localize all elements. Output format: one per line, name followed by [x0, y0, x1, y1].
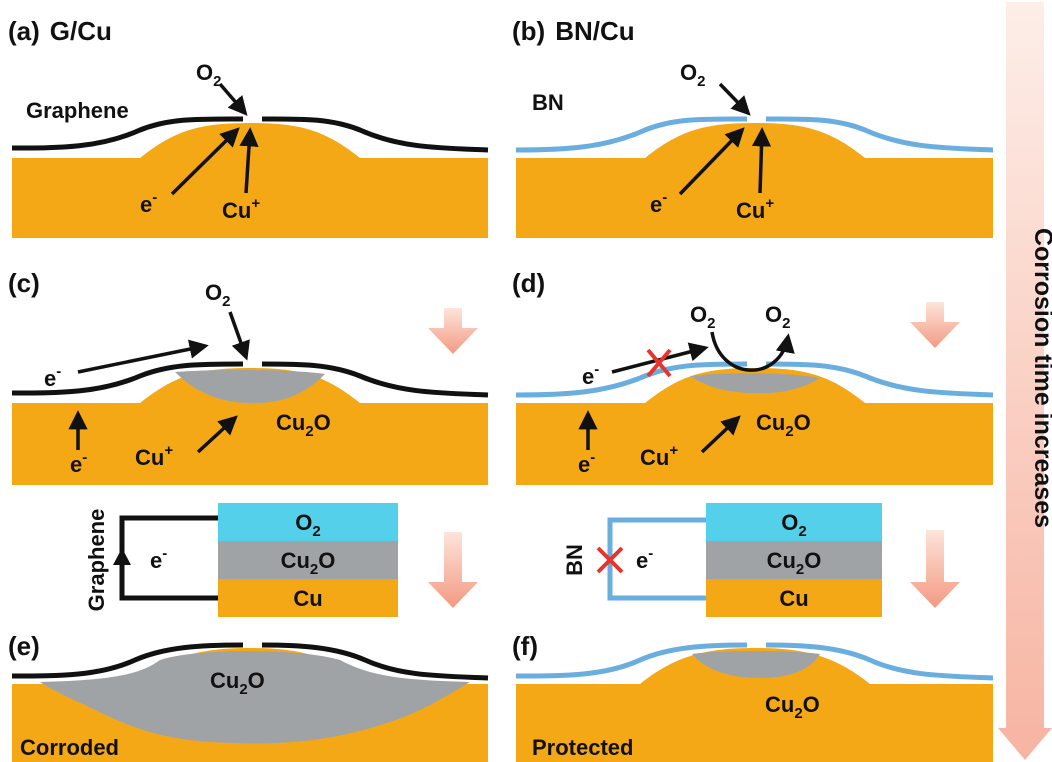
- svg-text:e-: e-: [650, 189, 667, 217]
- circuit-right: O2 Cu2O Cu BN e-: [562, 503, 960, 617]
- oxide-region: [690, 373, 820, 394]
- layer-o2: [706, 503, 882, 541]
- svg-text:O2: O2: [690, 302, 715, 332]
- panel-d-tag: (d): [512, 268, 545, 298]
- graphene-film-right: [261, 361, 489, 398]
- panel-b: (b) BN/Cu BN O2 e- Cu+: [512, 16, 994, 238]
- graphene-film-right: [261, 116, 489, 153]
- panel-c: (c) O2 e- e- Cu+ Cu2O: [8, 268, 489, 485]
- layer-cu: [218, 579, 398, 617]
- circuit-left: O2 Cu2O Cu Graphene e-: [84, 503, 478, 617]
- svg-text:e-: e-: [44, 363, 61, 391]
- status-label: Protected: [532, 735, 633, 760]
- panel-c-tag: (c): [8, 268, 40, 298]
- bn-film-left: [515, 642, 748, 679]
- wire-label: BN: [562, 544, 587, 576]
- svg-text:Cu2O: Cu2O: [765, 692, 820, 722]
- layer-cu: [706, 579, 882, 617]
- svg-text:e-: e-: [636, 545, 653, 573]
- o2-bounce-arrow: [710, 331, 795, 372]
- svg-text:e-: e-: [582, 361, 599, 389]
- copper-substrate: [12, 123, 488, 238]
- svg-text:(b)BN/Cu: (b) BN/Cu: [512, 16, 635, 46]
- layer-cu2o: [706, 541, 882, 579]
- svg-text:O2: O2: [205, 280, 230, 310]
- svg-text:e-: e-: [150, 545, 167, 573]
- bn-film-right: [765, 361, 994, 398]
- panel-d: (d) O2 O2 e- e- Cu+ Cu2O: [512, 268, 994, 485]
- svg-text:O2: O2: [765, 302, 790, 332]
- svg-text:O2: O2: [196, 60, 221, 90]
- copper-substrate: [516, 648, 993, 762]
- bn-label: BN: [532, 90, 564, 115]
- panel-b-title: BN/Cu: [555, 16, 634, 46]
- timeline-arrow: Corrosion time increases: [998, 2, 1052, 760]
- bn-film-right: [765, 642, 994, 681]
- time-step-arrow: [910, 530, 960, 608]
- panel-f: (f) Cu2O Protected: [512, 631, 994, 762]
- bn-film-right: [765, 116, 994, 153]
- svg-text:Cu2O: Cu2O: [210, 668, 265, 698]
- panel-e-tag: (e): [8, 631, 40, 661]
- svg-text:Cu: Cu: [779, 586, 808, 611]
- graphene-film-left: [11, 116, 244, 151]
- timeline-label: Corrosion time increases: [1029, 228, 1052, 528]
- bn-wire: [607, 517, 706, 601]
- panel-a-title: G/Cu: [50, 16, 112, 46]
- bn-film-left: [515, 361, 748, 398]
- svg-text:e-: e-: [140, 189, 157, 217]
- svg-text:Cu+: Cu+: [640, 442, 678, 470]
- graphene-film-right: [261, 642, 489, 681]
- layer-cu2o: [218, 541, 398, 579]
- time-step-arrow: [428, 532, 478, 608]
- graphene-film-left: [11, 361, 244, 396]
- copper-substrate: [516, 368, 993, 485]
- oxide-region: [692, 651, 820, 678]
- blocked-cross-icon: [596, 546, 624, 574]
- svg-text:Cu+: Cu+: [736, 195, 774, 223]
- current-arrow-icon: [113, 548, 131, 565]
- svg-text:(a)G/Cu: (a) G/Cu: [8, 16, 112, 46]
- svg-text:Cu2O: Cu2O: [281, 548, 336, 578]
- graphene-label: Graphene: [26, 98, 129, 123]
- time-step-arrow: [428, 308, 478, 354]
- panel-b-tag: (b): [512, 16, 545, 46]
- svg-text:O2: O2: [781, 510, 806, 540]
- graphene-film-left: [11, 642, 244, 679]
- oxide-region: [40, 651, 470, 744]
- svg-text:e-: e-: [578, 449, 595, 477]
- svg-text:Cu2O: Cu2O: [756, 410, 811, 440]
- svg-text:Cu2O: Cu2O: [767, 548, 822, 578]
- wire-label: Graphene: [84, 509, 109, 612]
- oxide-region: [175, 369, 325, 404]
- svg-text:Cu2O: Cu2O: [276, 410, 331, 440]
- time-step-arrow: [910, 302, 960, 348]
- svg-text:O2: O2: [680, 60, 705, 90]
- svg-text:O2: O2: [295, 510, 320, 540]
- graphene-wire: [119, 515, 218, 601]
- bn-film-left: [515, 116, 748, 153]
- svg-text:Cu+: Cu+: [222, 195, 260, 223]
- copper-substrate: [516, 123, 993, 238]
- svg-text:e-: e-: [70, 449, 87, 477]
- layer-o2: [218, 503, 398, 541]
- svg-text:Cu: Cu: [293, 586, 322, 611]
- svg-text:Cu+: Cu+: [135, 442, 173, 470]
- copper-substrate: [12, 368, 488, 485]
- panel-a: (a) G/Cu Graphene O2 e- Cu+: [8, 16, 489, 238]
- panel-f-tag: (f): [512, 631, 538, 661]
- status-label: Corroded: [20, 735, 119, 760]
- panel-e: (e) Cu2O Corroded: [8, 631, 489, 762]
- panel-a-tag: (a): [8, 16, 40, 46]
- blocked-cross-icon: [646, 348, 672, 378]
